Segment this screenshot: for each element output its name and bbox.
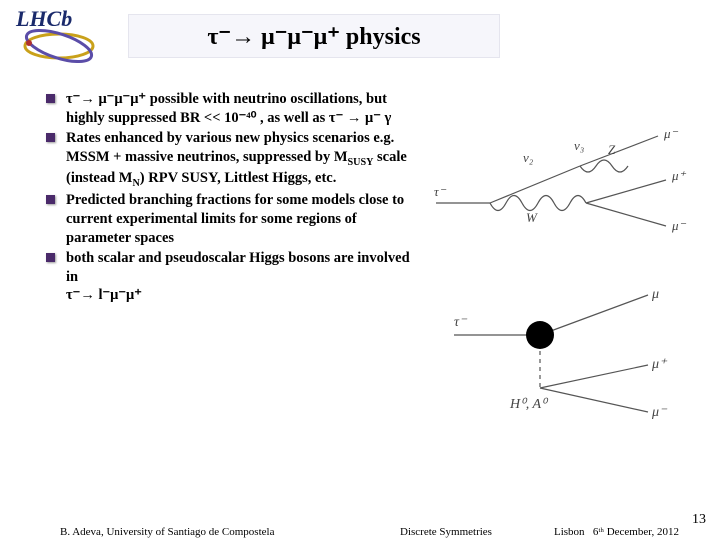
mu-line-2 bbox=[586, 180, 666, 203]
mu-out-3 bbox=[540, 388, 648, 412]
slide-title-bar: τ⁻→ μ⁻μ⁻μ⁺ physics bbox=[128, 14, 500, 58]
bullet-list: τ⁻→ μ⁻μ⁻μ⁺ possible with neutrino oscill… bbox=[40, 90, 410, 307]
feynman-diagram-1: τ⁻ ν₂ ν₃ W Z μ⁻ μ⁺ μ⁻ bbox=[428, 118, 698, 233]
lhcb-logo: LHCb bbox=[12, 8, 107, 63]
label-mu-minus-1: μ⁻ bbox=[663, 126, 679, 141]
slide-title: τ⁻→ μ⁻μ⁻μ⁺ physics bbox=[207, 22, 420, 51]
label-nu3: ν₃ bbox=[574, 138, 584, 153]
logo-text: LHCb bbox=[15, 8, 72, 31]
label-mu-top: μ bbox=[651, 287, 659, 302]
label-tau: τ⁻ bbox=[434, 184, 447, 199]
mu-line-3 bbox=[586, 203, 666, 226]
bullet-item: both scalar and pseudoscalar Higgs boson… bbox=[40, 249, 410, 305]
label-mu-minus-3: μ⁻ bbox=[651, 405, 668, 420]
logo-dot bbox=[26, 40, 32, 46]
z-boson-line bbox=[580, 160, 628, 172]
logo-ring-1 bbox=[25, 34, 93, 58]
nu-line-1 bbox=[490, 166, 580, 203]
mu-out-2 bbox=[540, 365, 648, 388]
footer-conference: Discrete Symmetries bbox=[400, 526, 492, 538]
footer-author: B. Adeva, University of Santiago de Comp… bbox=[60, 526, 274, 538]
mu-line-1 bbox=[580, 136, 658, 166]
label-mu-plus: μ⁺ bbox=[671, 168, 687, 183]
label-nu2: ν₂ bbox=[523, 150, 534, 165]
page-number: 13 bbox=[692, 512, 706, 528]
label-mu-plus-2: μ⁺ bbox=[651, 357, 668, 372]
feynman-diagram-2: τ⁻ μ H⁰, A⁰ μ⁺ μ⁻ bbox=[448, 280, 673, 430]
label-higgs: H⁰, A⁰ bbox=[509, 397, 549, 412]
vertex-blob bbox=[526, 321, 554, 349]
bullet-item: Rates enhanced by various new physics sc… bbox=[40, 129, 410, 189]
label-mu-minus-2: μ⁻ bbox=[671, 218, 687, 233]
label-Z: Z bbox=[608, 142, 616, 157]
footer-location-date: Lisbon 6ᵗʰ December, 2012 bbox=[554, 526, 679, 538]
label-W: W bbox=[526, 210, 538, 225]
title-formula: τ⁻→ μ⁻μ⁻μ⁺ bbox=[207, 24, 346, 50]
footer-date: 6ᵗʰ December, 2012 bbox=[593, 526, 679, 538]
mu-out-1 bbox=[540, 295, 648, 335]
bullet-item: τ⁻→ μ⁻μ⁻μ⁺ possible with neutrino oscill… bbox=[40, 90, 410, 127]
bullet-item: Predicted branching fractions for some m… bbox=[40, 191, 410, 247]
title-word: physics bbox=[346, 24, 421, 50]
w-boson-line bbox=[490, 196, 586, 211]
label-tau-2: τ⁻ bbox=[454, 315, 468, 330]
footer-city: Lisbon bbox=[554, 526, 585, 538]
